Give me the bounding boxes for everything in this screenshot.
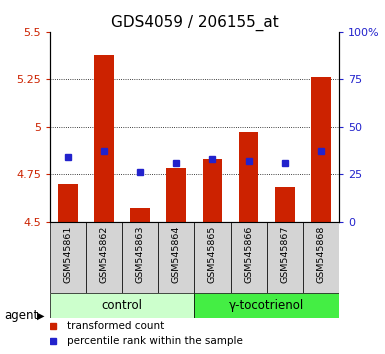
Text: GSM545861: GSM545861	[64, 225, 73, 282]
Title: GDS4059 / 206155_at: GDS4059 / 206155_at	[110, 14, 278, 30]
Text: GSM545864: GSM545864	[172, 225, 181, 282]
Bar	[131, 208, 150, 222]
Bar	[86, 222, 122, 293]
Bar	[231, 222, 266, 293]
Bar	[94, 55, 114, 222]
Text: GSM545863: GSM545863	[136, 225, 145, 282]
Bar	[203, 159, 223, 222]
Bar	[50, 293, 194, 319]
Text: GSM545866: GSM545866	[244, 225, 253, 282]
Bar	[266, 222, 303, 293]
Bar	[303, 222, 339, 293]
Bar	[239, 132, 258, 222]
Bar	[58, 184, 78, 222]
Text: agent: agent	[4, 309, 38, 322]
Text: GSM545862: GSM545862	[100, 225, 109, 282]
Bar	[194, 222, 231, 293]
Text: γ-tocotrienol: γ-tocotrienol	[229, 299, 304, 312]
Text: ▶: ▶	[37, 311, 44, 321]
Text: GSM545865: GSM545865	[208, 225, 217, 282]
Bar	[166, 169, 186, 222]
Bar	[122, 222, 158, 293]
Text: transformed count: transformed count	[67, 321, 165, 331]
Bar	[158, 222, 194, 293]
Bar	[50, 222, 86, 293]
Text: percentile rank within the sample: percentile rank within the sample	[67, 336, 243, 346]
Text: control: control	[102, 299, 143, 312]
Bar	[311, 78, 331, 222]
Text: GSM545868: GSM545868	[316, 225, 325, 282]
Bar	[275, 187, 295, 222]
Bar	[194, 293, 339, 319]
Text: GSM545867: GSM545867	[280, 225, 289, 282]
